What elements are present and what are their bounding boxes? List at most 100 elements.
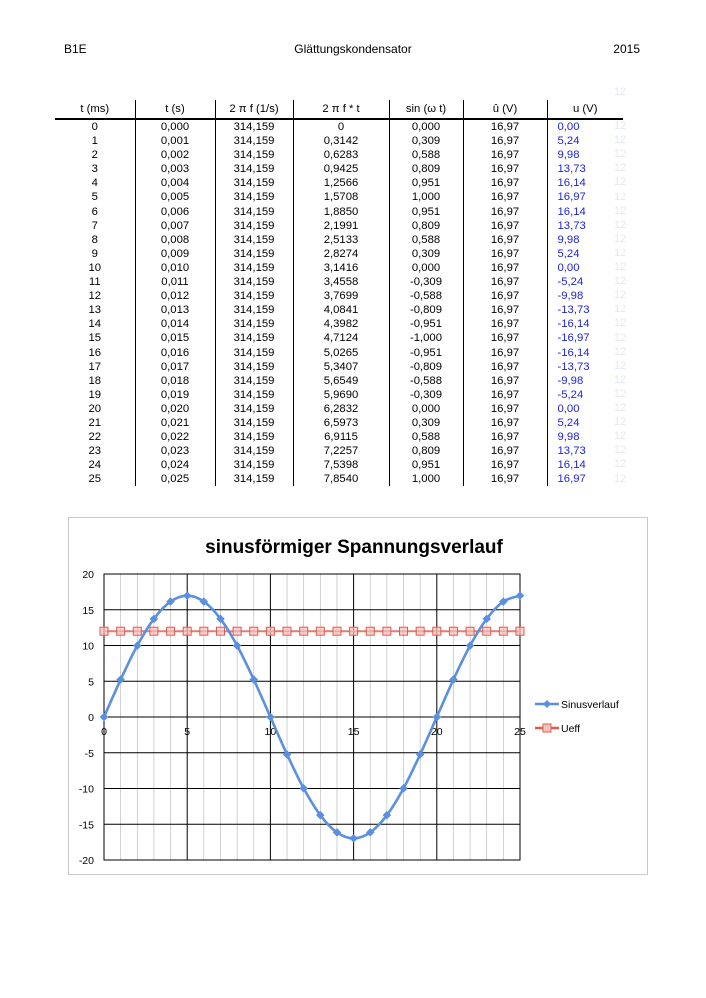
table-cell: -16,14 [546, 345, 623, 360]
table-cell: -0,588 [388, 289, 463, 304]
table-cell: 0,309 [388, 415, 463, 431]
table-cell: 314,159 [214, 134, 293, 149]
table-cell: 9,98 [546, 232, 623, 247]
table-cell: 314,159 [214, 317, 293, 332]
table-cell: 6,9115 [292, 430, 389, 445]
data-point-ueff [232, 626, 242, 636]
table-cell: 16,97 [462, 458, 547, 473]
data-point-ueff [465, 626, 475, 636]
table-cell: 16,97 [462, 331, 547, 346]
table-cell: 16,97 [462, 176, 547, 191]
table-cell: -13,73 [546, 303, 623, 318]
data-point-ueff [282, 626, 292, 636]
table-cell: 8 [91, 233, 98, 246]
table-cell: 0,018 [134, 373, 215, 388]
table-row: 13 0,013 314,159 4,0841 -0,809 16,97 -13,73 [55, 303, 623, 318]
table-cell: 0,003 [134, 162, 215, 177]
column-header: t (s) [134, 100, 215, 120]
data-point-ueff [199, 626, 209, 636]
table-cell: 0 [91, 121, 98, 133]
data-point-ueff [249, 626, 259, 636]
data-point-sinusverlauf [216, 614, 225, 624]
table-cell: 1,000 [388, 190, 463, 205]
table-cell: 0,023 [134, 444, 215, 459]
table-cell: 0,005 [134, 190, 215, 205]
y-tick-label: -20 [79, 855, 94, 867]
table-cell: 0,000 [388, 401, 463, 416]
table-cell: 314,159 [214, 218, 293, 233]
data-point-sinusverlauf [432, 712, 442, 722]
data-point-sinusverlauf [499, 597, 508, 606]
table-cell: -1,000 [388, 331, 463, 346]
table-cell: 314,159 [214, 289, 293, 304]
table-cell: 0,024 [134, 458, 215, 473]
table-cell: 314,159 [214, 373, 293, 388]
table-cell: 16,97 [462, 430, 547, 445]
data-point-ueff [215, 626, 225, 636]
data-point-ueff [299, 626, 309, 636]
table-cell: 16,14 [546, 204, 623, 219]
table-cell: 0,809 [388, 162, 463, 177]
table-cell: 16,97 [462, 218, 547, 233]
table-row: 14 0,014 314,159 4,3982 -0,951 16,97 -16,14 [55, 317, 623, 332]
table-cell: 0,022 [134, 430, 215, 445]
y-tick-label: 0 [88, 712, 94, 724]
data-point-sinusverlauf [315, 810, 325, 820]
table-cell: 22 [88, 431, 102, 444]
table-cell: 16,97 [462, 415, 547, 431]
table-cell: 1,000 [388, 472, 463, 487]
y-tick-label: 10 [82, 641, 94, 653]
chart-grid [103, 573, 521, 861]
table-cell: 0,006 [134, 204, 215, 219]
table-cell: 16,14 [546, 458, 623, 473]
table-cell: -16,97 [546, 331, 623, 346]
data-point-sinusverlauf [149, 614, 159, 624]
table-cell: 5,9690 [292, 387, 389, 402]
table-cell: 19 [88, 388, 102, 401]
table-cell: 1,5708 [292, 190, 389, 205]
table-cell: 0,9425 [292, 162, 389, 177]
table-row: 6 0,006 314,159 1,8850 0,951 16,97 16,14 [55, 204, 623, 219]
table-row: 5 0,005 314,159 1,5708 1,000 16,97 16,97 [55, 190, 623, 205]
data-point-sinusverlauf [116, 675, 125, 684]
table-cell: 16,97 [462, 260, 547, 276]
table-cell: 314,159 [214, 359, 293, 374]
column-header: t (ms) [55, 100, 135, 120]
data-point-sinusverlauf [465, 641, 475, 650]
table-cell: 7,5398 [292, 458, 389, 473]
table-row: 1 0,001 314,159 0,3142 0,309 16,97 5,24 [55, 134, 623, 149]
table-cell: 16,97 [462, 444, 547, 459]
table-cell: 17 [88, 360, 102, 373]
data-point-ueff [382, 626, 392, 636]
table-cell: 5,24 [546, 134, 623, 149]
table-row: 23 0,023 314,159 7,2257 0,809 16,97 13,73 [55, 444, 623, 459]
x-tick-label: 15 [348, 726, 360, 738]
table-cell: 9,98 [546, 148, 623, 163]
table-cell: 314,159 [214, 345, 293, 360]
data-point-ueff [332, 626, 342, 636]
data-point-sinusverlauf [399, 784, 408, 793]
table-row: 11 0,011 314,159 3,4558 -0,309 16,97 -5,24 [55, 275, 623, 290]
table-cell: 5,0265 [292, 345, 389, 360]
table-row: 19 0,019 314,159 5,9690 -0,309 16,97 -5,24 [55, 387, 623, 402]
table-row: 22 0,022 314,159 6,9115 0,588 16,97 9,98 [55, 430, 623, 445]
table-cell: 6,5973 [292, 415, 389, 431]
table-cell: 314,159 [214, 148, 293, 163]
y-tick-label: -10 [79, 784, 94, 796]
table-cell: 13,73 [546, 162, 623, 177]
table-cell: 0,013 [134, 303, 215, 318]
table-cell: 25 [88, 473, 102, 486]
table-cell: 16,97 [462, 190, 547, 205]
table-cell: 20 [88, 402, 102, 415]
table-row: 24 0,024 314,159 7,5398 0,951 16,97 16,14 [55, 458, 623, 473]
x-tick-label: 25 [514, 726, 526, 738]
column-header: u (V) [546, 100, 623, 120]
table-cell: 314,159 [214, 275, 293, 290]
table-cell: 0,019 [134, 387, 215, 402]
table-cell: 9,98 [546, 430, 623, 445]
table-cell: 4 [91, 177, 98, 190]
table-cell: 2,8274 [292, 246, 389, 261]
table-cell: 314,159 [214, 190, 293, 205]
table-row: 18 0,018 314,159 5,6549 -0,588 16,97 -9,98 [55, 373, 623, 388]
table-row: 15 0,015 314,159 4,7124 -1,000 16,97 -16,97 [55, 331, 623, 346]
